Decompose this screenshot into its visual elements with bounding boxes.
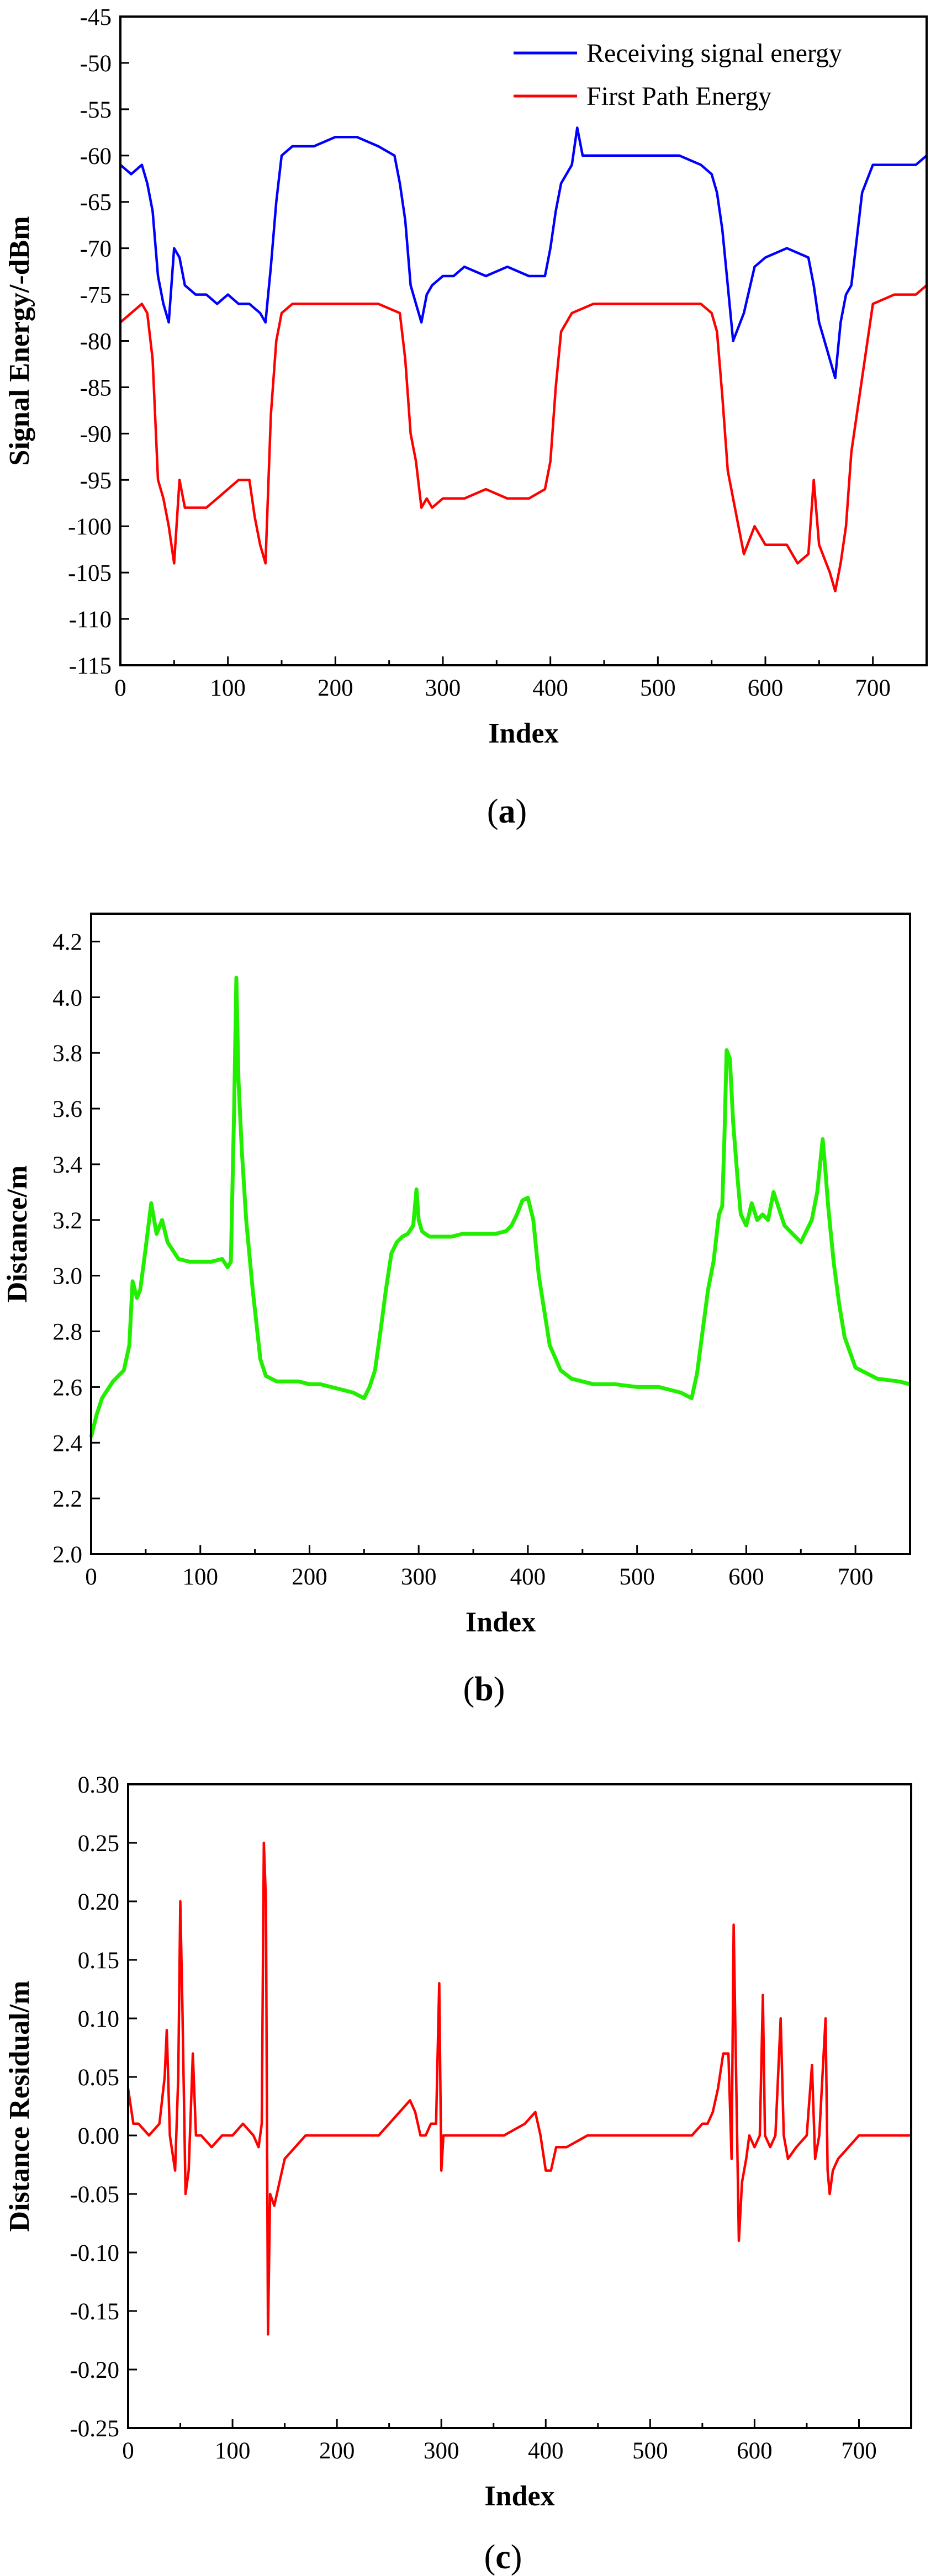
y-tick-label: 4.0 [52,985,82,1011]
x-tick-label: 0 [122,2438,134,2464]
y-tick-label: 3.2 [52,1208,82,1234]
y-tick-label: -55 [80,97,112,123]
x-tick-label: 500 [619,1564,655,1590]
y-tick-label: -65 [80,190,112,216]
x-axis-label: Index [466,1607,536,1638]
y-tick-label: -100 [68,514,112,540]
panel-caption: (a) [487,793,527,830]
chart-panel-b: 0 100 200 300 400 500 600 700 2.0 2.2 2.4 2.6 2.8 3.0… [2,913,911,1638]
y-tick-label: 0.00 [78,2123,119,2149]
y-tick-label: 3.0 [52,1264,82,1290]
x-tick-label: 700 [855,675,891,701]
y-tick-label: 2.4 [52,1430,82,1456]
x-tick-label: 0 [114,675,126,701]
x-tick-label: 0 [85,1564,97,1590]
y-tick-label: -0.10 [70,2240,119,2266]
y-tick-label: 0.05 [78,2065,119,2091]
x-tick-label: 300 [424,2438,459,2464]
x-tick-label: 100 [210,675,246,701]
y-tick-label: -105 [68,560,112,586]
y-tick-label: 0.15 [78,1948,119,1974]
x-tick-label: 700 [838,1564,874,1590]
y-tick-label: -0.05 [70,2182,119,2208]
x-tick-label: 500 [640,675,676,701]
y-tick-label: -75 [80,283,112,309]
x-axis-label: Index [484,2480,554,2512]
series-line-2 [119,284,928,592]
legend-label-1: Receiving signal energy [586,39,842,68]
y-tick-label: 2.8 [52,1319,82,1345]
legend-label-2: First Path Energy [586,82,771,111]
series-line-1 [89,976,911,1438]
y-tick-label: -90 [80,421,112,447]
series-line-1 [119,126,928,379]
x-tick-label: 700 [841,2438,877,2464]
y-tick-label: -0.15 [70,2299,119,2325]
plot-frame [127,1783,912,2429]
y-tick-label: 0.10 [78,2006,119,2032]
panel-caption: (b) [463,1671,505,1708]
y-tick-label: -60 [80,144,112,169]
y-tick-label: 3.4 [52,1152,82,1178]
x-axis-label: Index [488,718,558,749]
y-tick-label: -45 [80,4,112,30]
chart-panel-c: 0 100 200 300 400 500 600 700 -0.25 -0.20 -0.15 -0.… [4,1772,912,2512]
x-tick-label: 300 [401,1564,437,1590]
y-tick-label: 4.2 [52,929,82,955]
plot-frame [119,15,928,666]
x-tick-label: 200 [292,1564,327,1590]
x-tick-label: 100 [182,1564,218,1590]
x-tick-label: 200 [319,2438,355,2464]
y-tick-label: 0.20 [78,1889,119,1915]
plot-frame [90,913,911,1555]
y-axis-label: Distance/m [2,1165,33,1302]
panel-caption: (c) [484,2538,522,2576]
y-tick-label: -95 [80,468,112,494]
series-line-1 [126,1841,911,2336]
y-tick-label: 0.25 [78,1831,119,1857]
x-tick-label: 400 [510,1564,546,1590]
x-tick-label: 100 [215,2438,251,2464]
y-tick-label: 2.6 [52,1375,82,1401]
y-tick-label: 2.0 [52,1542,82,1568]
y-tick-label: 2.2 [52,1486,82,1512]
x-tick-label: 600 [728,1564,764,1590]
y-axis-label: Distance Residual/m [4,1981,35,2232]
x-tick-label: 200 [318,675,353,701]
y-tick-label: -70 [80,236,112,262]
y-tick-label: -0.20 [70,2357,119,2383]
x-tick-label: 400 [528,2438,564,2464]
chart-panel-a: 0 100 200 300 400 500 600 700 -115 -110 -105 -100 -9… [4,4,928,749]
x-tick-label: 400 [532,675,568,701]
y-axis-label: Signal Energy/-dBm [4,216,35,465]
y-tick-label: -85 [80,375,112,401]
x-tick-label: 300 [425,675,461,701]
y-tick-label: -115 [69,653,112,679]
y-tick-label: -0.25 [70,2416,119,2442]
x-tick-label: 600 [737,2438,773,2464]
y-tick-label: -50 [80,51,112,77]
x-tick-label: 500 [632,2438,668,2464]
y-tick-label: 3.8 [52,1041,82,1067]
x-tick-label: 600 [748,675,784,701]
y-tick-label: -110 [69,607,112,633]
y-tick-label: 3.6 [52,1096,82,1122]
y-tick-label: 0.30 [78,1772,119,1798]
y-tick-label: -80 [80,329,112,355]
